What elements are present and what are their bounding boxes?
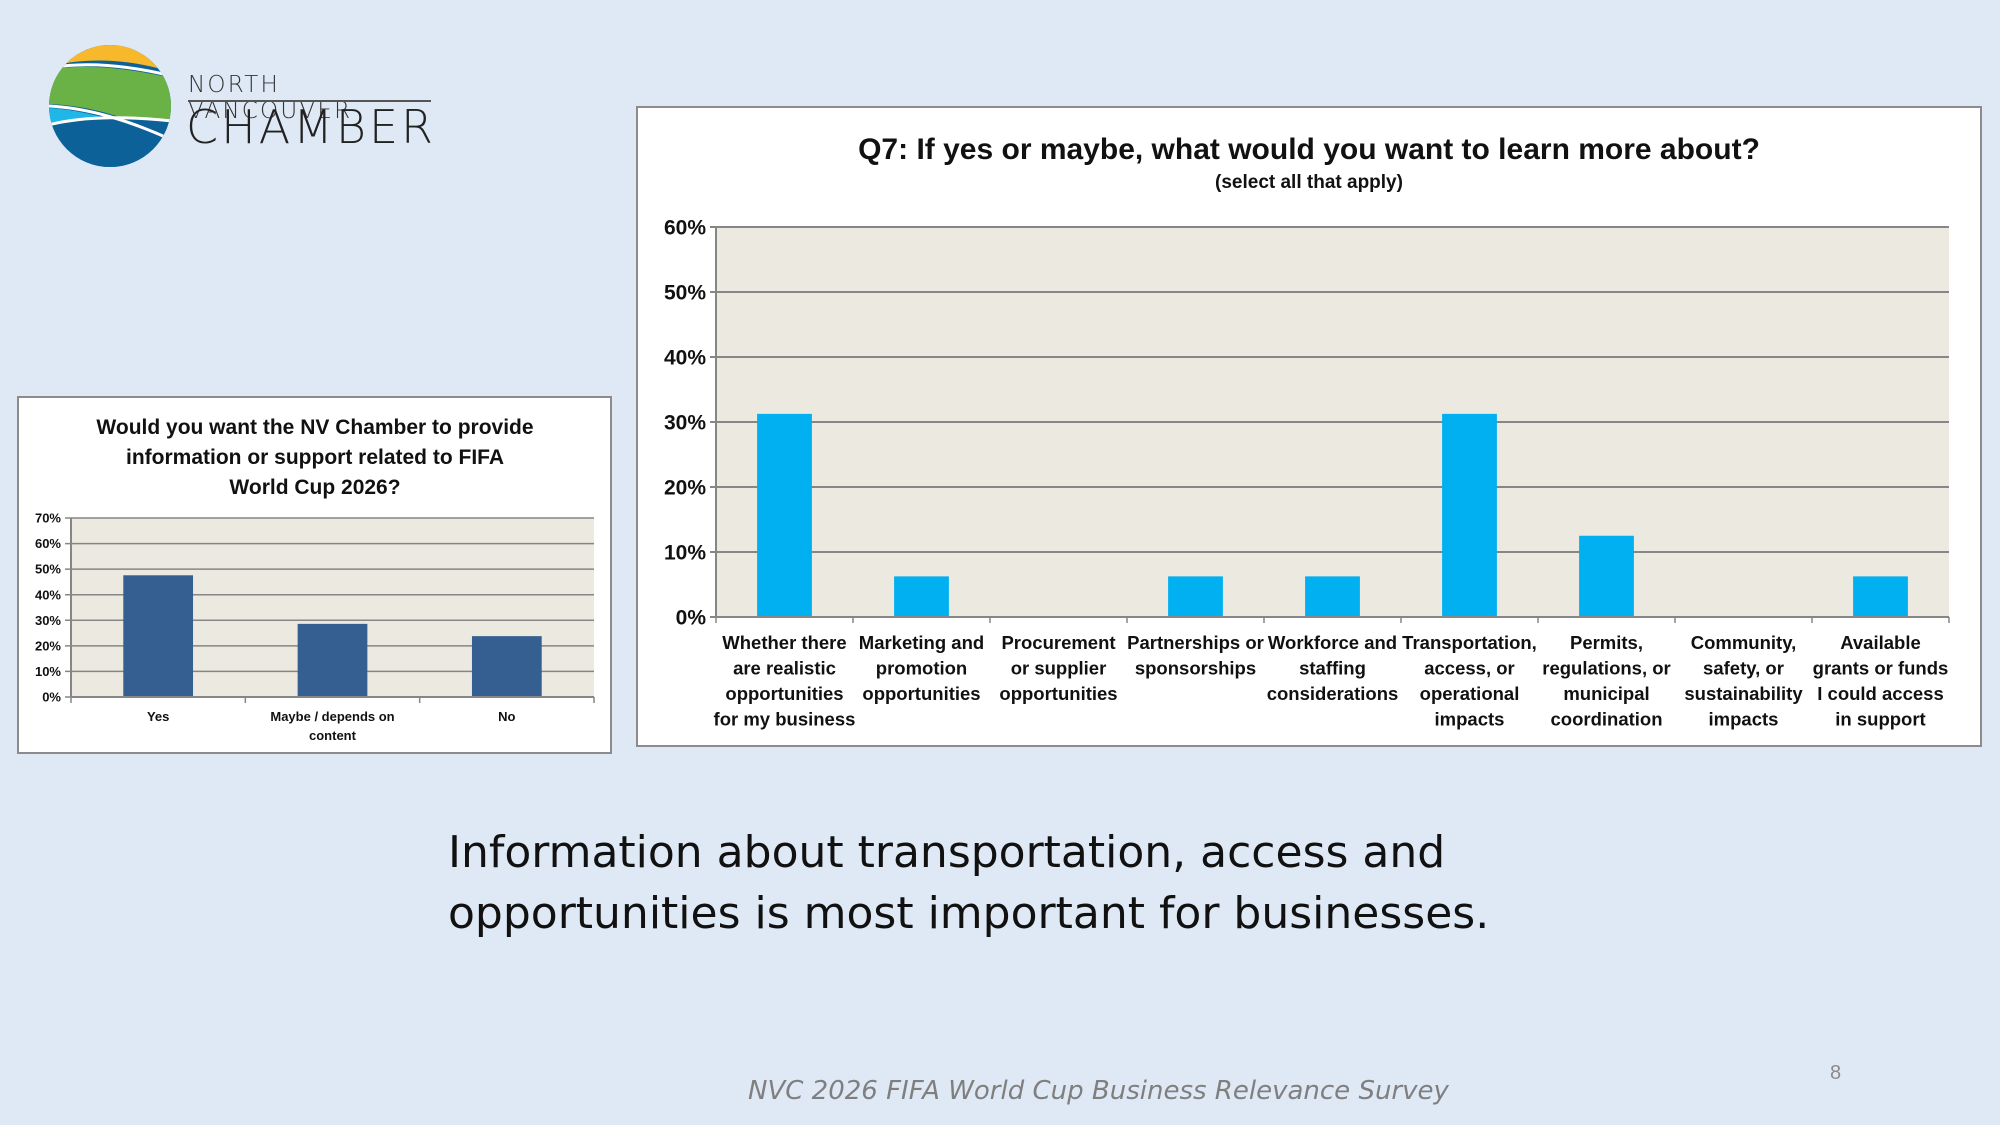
x-category-label: Partnerships or <box>1127 632 1264 653</box>
x-category-label: No <box>498 709 515 724</box>
x-category-label: regulations, or <box>1542 658 1671 679</box>
x-category-label: considerations <box>1267 683 1399 704</box>
bar-5 <box>1305 576 1360 617</box>
x-category-label: Transportation, <box>1402 632 1537 653</box>
y-tick-label: 0% <box>676 606 707 629</box>
x-category-label: content <box>309 728 357 743</box>
y-tick-label: 10% <box>35 664 61 679</box>
y-tick-label: 20% <box>35 638 61 653</box>
chart-title-line: Would you want the NV Chamber to provide <box>96 416 533 439</box>
y-tick-label: 60% <box>35 536 61 551</box>
y-tick-label: 70% <box>35 511 61 526</box>
x-category-label: I could access <box>1817 683 1943 704</box>
learning-topics-chart-svg: Q7: If yes or maybe, what would you want… <box>664 133 1950 730</box>
x-category-label: safety, or <box>1703 658 1784 679</box>
x-category-label: Permits, <box>1570 632 1643 653</box>
y-tick-label: 60% <box>664 216 706 239</box>
bar-2 <box>894 576 949 617</box>
chamber-logo-emblem-icon <box>49 45 171 167</box>
x-category-label: Whether there <box>722 632 846 653</box>
x-category-label: opportunities <box>999 683 1117 704</box>
chart-title-line: World Cup 2026? <box>229 476 400 499</box>
x-category-label: Workforce and <box>1268 632 1397 653</box>
x-category-label: promotion <box>876 658 967 679</box>
x-category-label: for my business <box>714 709 856 730</box>
x-category-label: operational <box>1420 683 1520 704</box>
bar-1 <box>123 575 194 697</box>
x-category-label: grants or funds <box>1813 658 1949 679</box>
x-category-label: Maybe / depends on <box>270 709 394 724</box>
x-category-label: opportunities <box>862 683 980 704</box>
y-tick-label: 0% <box>42 690 61 705</box>
x-category-label: sponsorships <box>1135 658 1256 679</box>
caption-line-2: opportunities is most important for busi… <box>448 888 1490 939</box>
bar-3 <box>471 636 542 697</box>
y-tick-label: 20% <box>664 476 706 499</box>
x-category-label: staffing <box>1299 658 1366 679</box>
y-tick-label: 30% <box>35 613 61 628</box>
y-tick-label: 40% <box>664 346 706 369</box>
slide-caption: Information about transportation, access… <box>448 822 1489 944</box>
chart-title: Q7: If yes or maybe, what would you want… <box>858 133 1760 166</box>
y-tick-label: 30% <box>664 411 706 434</box>
x-category-label: impacts <box>1709 709 1779 730</box>
chart-title-line: information or support related to FIFA <box>126 446 504 469</box>
x-category-label: sustainability <box>1684 683 1803 704</box>
x-category-label: in support <box>1835 709 1925 730</box>
bar-9 <box>1853 576 1908 617</box>
bar-2 <box>297 623 368 697</box>
x-category-label: Yes <box>147 709 169 724</box>
x-category-label: or supplier <box>1011 658 1107 679</box>
x-category-label: are realistic <box>733 658 836 679</box>
logo-divider <box>188 100 431 102</box>
page-number: 8 <box>1830 1062 1842 1084</box>
bar-6 <box>1442 413 1497 617</box>
x-category-label: municipal <box>1563 683 1649 704</box>
x-category-label: impacts <box>1435 709 1505 730</box>
y-tick-label: 50% <box>35 562 61 577</box>
x-category-label: access, or <box>1424 658 1515 679</box>
x-category-label: Community, <box>1691 632 1797 653</box>
logo-sea-shape <box>49 118 171 167</box>
caption-line-1: Information about transportation, access… <box>448 827 1446 878</box>
logo-text-north-vancouver: NORTH VANCOUVER <box>188 72 353 124</box>
x-category-label: Procurement <box>1001 632 1115 653</box>
y-tick-label: 50% <box>664 281 706 304</box>
bar-1 <box>757 413 812 617</box>
x-category-label: opportunities <box>725 683 843 704</box>
x-category-label: Marketing and <box>859 632 984 653</box>
chamber-logo: NORTH VANCOUVER CHAMBER <box>48 44 448 174</box>
learning-topics-chart: Q7: If yes or maybe, what would you want… <box>636 106 1982 747</box>
footer-survey-title: NVC 2026 FIFA World Cup Business Relevan… <box>748 1076 1449 1106</box>
x-category-label: coordination <box>1550 709 1662 730</box>
support-interest-chart: Would you want the NV Chamber to provide… <box>17 396 612 754</box>
y-tick-label: 40% <box>35 587 61 602</box>
bar-7 <box>1579 535 1634 617</box>
chart-subtitle: (select all that apply) <box>1215 172 1403 193</box>
logo-text-chamber: CHAMBER <box>186 100 437 154</box>
y-tick-label: 10% <box>664 541 706 564</box>
support-interest-chart-svg: Would you want the NV Chamber to provide… <box>35 416 595 743</box>
x-category-label: Available <box>1840 632 1921 653</box>
bar-4 <box>1168 576 1223 617</box>
